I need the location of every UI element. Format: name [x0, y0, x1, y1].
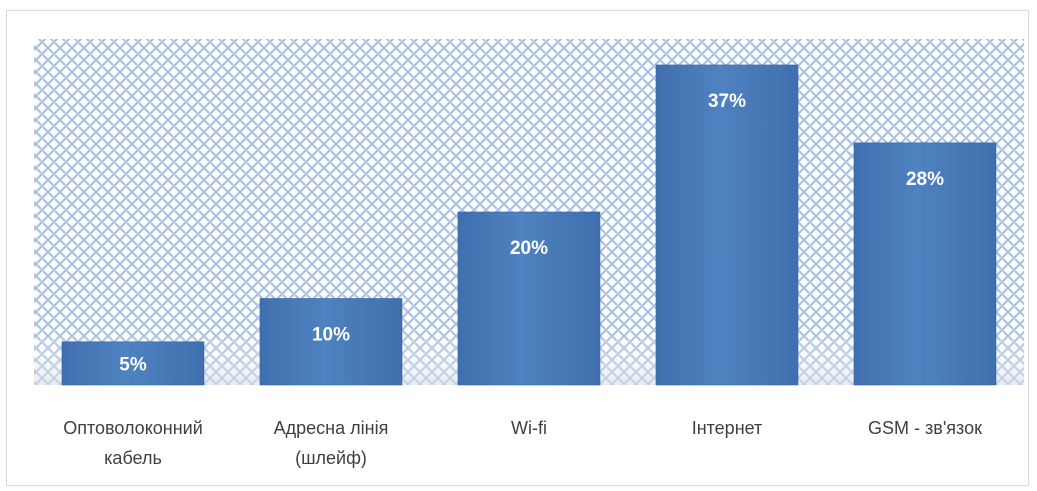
category-label-0: Оптоволоконний кабель [63, 418, 203, 468]
bar-3 [655, 64, 799, 386]
bar-0 [61, 341, 205, 386]
data-label-1: 10% [312, 325, 350, 346]
bar-1 [259, 298, 403, 386]
category-label-1: Адресна лінія (шлейф) [274, 418, 389, 468]
data-label-2: 20% [510, 238, 548, 259]
data-label-0: 5% [119, 354, 147, 375]
data-label-4: 28% [906, 169, 944, 190]
category-label-2: Wi-fi [511, 418, 547, 438]
bar-4 [853, 142, 997, 386]
category-label-4: GSM - зв'язок [868, 418, 982, 438]
data-label-3: 37% [708, 91, 746, 112]
category-label-3: Інтернет [692, 418, 763, 438]
bar-2 [457, 211, 601, 386]
